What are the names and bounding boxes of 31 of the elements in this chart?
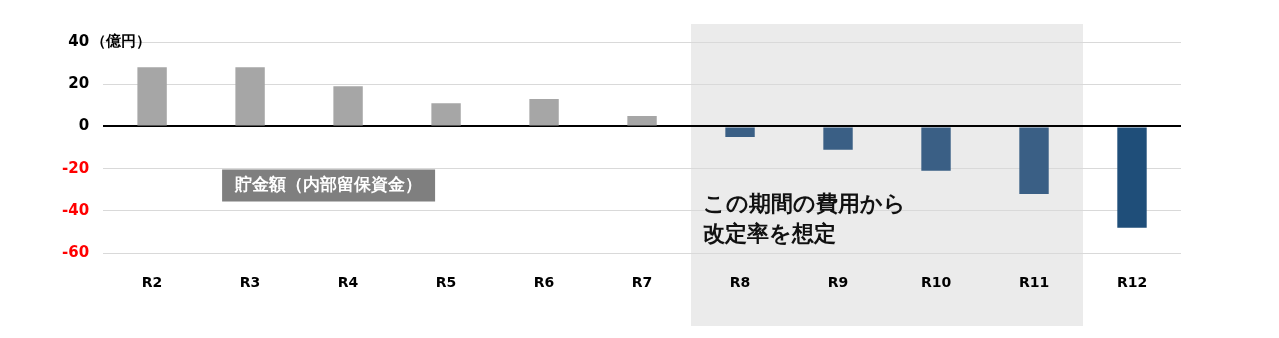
y-tick-label: 20 (68, 74, 90, 93)
x-tick-label: R5 (435, 274, 457, 291)
y-tick-label: 0 (78, 116, 90, 135)
x-tick-label: R3 (239, 274, 261, 291)
bar (1117, 127, 1147, 228)
y-tick-label: -40 (61, 200, 90, 219)
bar (823, 127, 853, 150)
x-tick-label: R11 (1018, 274, 1050, 291)
bar (725, 127, 755, 138)
bar (431, 103, 461, 126)
x-tick-label: R7 (631, 274, 653, 291)
y-axis-title: （億円） (91, 31, 152, 50)
y-tick-label: 40 (68, 31, 90, 50)
x-tick-label: R12 (1116, 274, 1148, 291)
bar (627, 115, 657, 126)
bar (921, 127, 951, 171)
x-tick-label: R4 (337, 274, 359, 291)
x-tick-label: R10 (920, 274, 952, 291)
bar (1019, 127, 1049, 195)
bar (333, 86, 363, 126)
y-tick-label: -20 (61, 158, 90, 177)
bar (235, 67, 265, 126)
y-tick-label: -60 (61, 243, 90, 262)
x-tick-label: R8 (729, 274, 751, 291)
band-label: この期間の費用から改定率を想定 (703, 190, 907, 246)
bar (137, 67, 167, 126)
annotation: 貯金額（内部留保資金） (234, 174, 423, 195)
bar (529, 99, 559, 126)
x-tick-label: R9 (827, 274, 849, 291)
x-tick-label: R2 (141, 274, 163, 291)
x-tick-label: R6 (533, 274, 555, 291)
